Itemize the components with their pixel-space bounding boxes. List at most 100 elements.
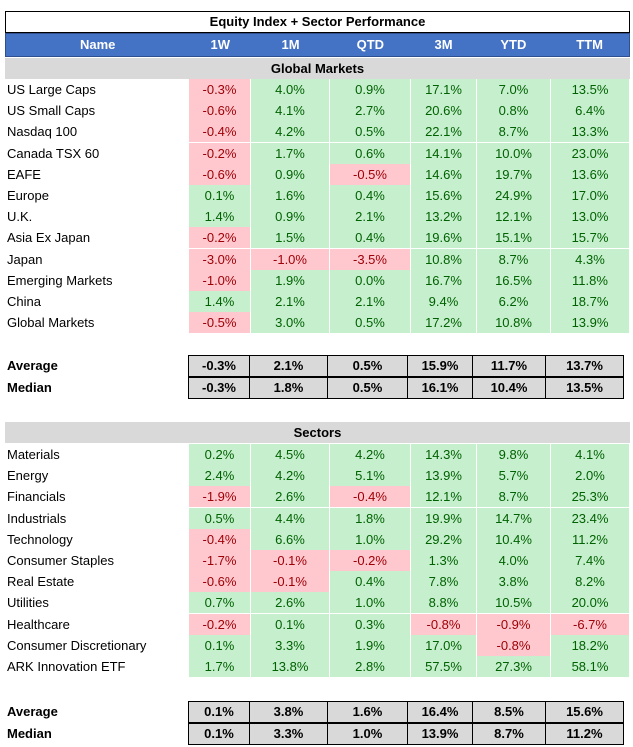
cell-qtd: -3.5% xyxy=(330,248,411,270)
cell-1w: -1.7% xyxy=(189,550,251,571)
cell-1w: -0.2% xyxy=(189,613,251,635)
cell-1m: 0.9% xyxy=(251,206,330,228)
cell-3m: 17.0% xyxy=(411,634,477,656)
cell-1m: 2.1% xyxy=(251,291,330,312)
cell-ttm: -6.7% xyxy=(551,613,630,635)
stat-cell-qtd: 0.5% xyxy=(327,377,408,399)
cell-ttm: 11.8% xyxy=(551,269,630,291)
cell-ytd: 15.1% xyxy=(477,227,551,249)
cell-ytd: 14.7% xyxy=(477,507,551,529)
row-name: Nasdaq 100 xyxy=(7,124,78,140)
global-market-row: Nasdaq 100 -0.4% 4.2% 0.5% 22.1% 8.7% 13.3% xyxy=(5,121,630,143)
cell-1w: 0.1% xyxy=(189,634,251,656)
cell-1w: -0.2% xyxy=(189,142,251,164)
stat-cell-3m: 16.1% xyxy=(407,377,473,399)
cell-1m: 4.5% xyxy=(251,444,330,465)
cell-ytd: 4.0% xyxy=(477,550,551,571)
row-name: Japan xyxy=(7,251,43,267)
cell-1w: -0.4% xyxy=(189,528,251,550)
stat-cell-3m: 16.4% xyxy=(407,701,473,723)
column-header-qtd[interactable]: QTD xyxy=(356,37,385,52)
cell-3m: 12.1% xyxy=(411,486,477,508)
stat-cell-ttm: 13.7% xyxy=(545,355,624,377)
cell-3m: 9.4% xyxy=(411,291,477,312)
sector-row: Technology -0.4% 6.6% 1.0% 29.2% 10.4% 11.2% xyxy=(5,528,630,550)
stat-cell-3m: 13.9% xyxy=(407,723,473,745)
cell-ytd: -0.9% xyxy=(477,613,551,635)
global-market-row: US Large Caps -0.3% 4.0% 0.9% 17.1% 7.0% 13.5% xyxy=(5,79,630,100)
cell-ttm: 4.1% xyxy=(551,444,630,465)
cell-qtd: 0.3% xyxy=(330,613,411,635)
cell-1m: -0.1% xyxy=(251,571,330,593)
cell-1w: -0.6% xyxy=(189,571,251,593)
column-header-ttm[interactable]: TTM xyxy=(576,37,603,52)
stat-cell-qtd: 0.5% xyxy=(327,355,408,377)
cell-ttm: 23.0% xyxy=(551,142,630,164)
global-market-row: U.K. 1.4% 0.9% 2.1% 13.2% 12.1% 13.0% xyxy=(5,206,630,228)
cell-ytd: 10.5% xyxy=(477,592,551,614)
row-name: Industrials xyxy=(7,510,67,526)
cell-1m: 4.2% xyxy=(251,465,330,487)
cell-1m: 1.9% xyxy=(251,269,330,291)
cell-ytd: 27.3% xyxy=(477,656,551,677)
cell-1m: 13.8% xyxy=(251,656,330,677)
row-name: Utilities xyxy=(7,595,49,611)
cell-ttm: 13.3% xyxy=(551,121,630,143)
row-name: Global Markets xyxy=(7,315,95,331)
cell-1m: 0.9% xyxy=(251,163,330,185)
sector-row: Healthcare -0.2% 0.1% 0.3% -0.8% -0.9% -6.7% xyxy=(5,613,630,635)
cell-3m: 20.6% xyxy=(411,100,477,122)
cell-qtd: 0.6% xyxy=(330,142,411,164)
stat-cell-ttm: 15.6% xyxy=(545,701,624,723)
stat-label: Median xyxy=(7,380,52,395)
cell-1m: 2.6% xyxy=(251,592,330,614)
column-header-1w[interactable]: 1W xyxy=(210,37,231,52)
sector-row: Real Estate -0.6% -0.1% 0.4% 7.8% 3.8% 8.2% xyxy=(5,571,630,593)
row-name: US Large Caps xyxy=(7,82,96,97)
cell-ytd: 24.9% xyxy=(477,185,551,206)
cell-1w: 1.4% xyxy=(189,206,251,228)
cell-1m: 4.0% xyxy=(251,79,330,100)
stat-cell-ytd: 11.7% xyxy=(472,355,546,377)
cell-1w: -1.0% xyxy=(189,269,251,291)
cell-1m: 3.0% xyxy=(251,312,330,334)
row-name: Technology xyxy=(7,531,73,547)
stat-cell-1m: 2.1% xyxy=(249,355,328,377)
column-header-1m[interactable]: 1M xyxy=(281,37,300,52)
column-header-name[interactable]: Name xyxy=(79,37,116,52)
row-name: Materials xyxy=(7,447,60,462)
cell-ytd: 6.2% xyxy=(477,291,551,312)
cell-qtd: 2.1% xyxy=(330,291,411,312)
sectors-median-row: Median 0.1% 3.3% 1.0% 13.9% 8.7% 11.2% xyxy=(5,723,630,745)
section-header-global-markets: Global Markets xyxy=(5,58,630,79)
cell-3m: 57.5% xyxy=(411,656,477,677)
column-header-row: Name 1W 1M QTD 3M YTD TTM xyxy=(5,33,630,57)
cell-qtd: 0.5% xyxy=(330,121,411,143)
column-header-3m[interactable]: 3M xyxy=(434,37,453,52)
cell-1m: 2.6% xyxy=(251,486,330,508)
stat-cell-ytd: 8.7% xyxy=(472,723,546,745)
cell-qtd: 2.8% xyxy=(330,656,411,677)
cell-qtd: -0.2% xyxy=(330,550,411,571)
cell-3m: 14.3% xyxy=(411,444,477,465)
sector-row: Materials 0.2% 4.5% 4.2% 14.3% 9.8% 4.1% xyxy=(5,444,630,465)
cell-qtd: 1.0% xyxy=(330,528,411,550)
cell-qtd: 4.2% xyxy=(330,444,411,465)
column-header-ytd[interactable]: YTD xyxy=(500,37,527,52)
cell-ttm: 4.3% xyxy=(551,248,630,270)
stat-cell-1w: -0.3% xyxy=(188,377,250,399)
cell-1m: 0.1% xyxy=(251,613,330,635)
stat-label: Median xyxy=(7,726,52,741)
cell-3m: 22.1% xyxy=(411,121,477,143)
cell-1w: 0.1% xyxy=(189,185,251,206)
cell-3m: 19.9% xyxy=(411,507,477,529)
cell-qtd: 0.0% xyxy=(330,269,411,291)
cell-1w: -0.2% xyxy=(189,227,251,249)
cell-3m: 13.2% xyxy=(411,206,477,228)
cell-1w: 0.2% xyxy=(189,444,251,465)
cell-ytd: 19.7% xyxy=(477,163,551,185)
cell-1w: -0.4% xyxy=(189,121,251,143)
cell-ttm: 6.4% xyxy=(551,100,630,122)
table-title: Equity Index + Sector Performance xyxy=(5,11,630,33)
cell-qtd: 0.4% xyxy=(330,227,411,249)
